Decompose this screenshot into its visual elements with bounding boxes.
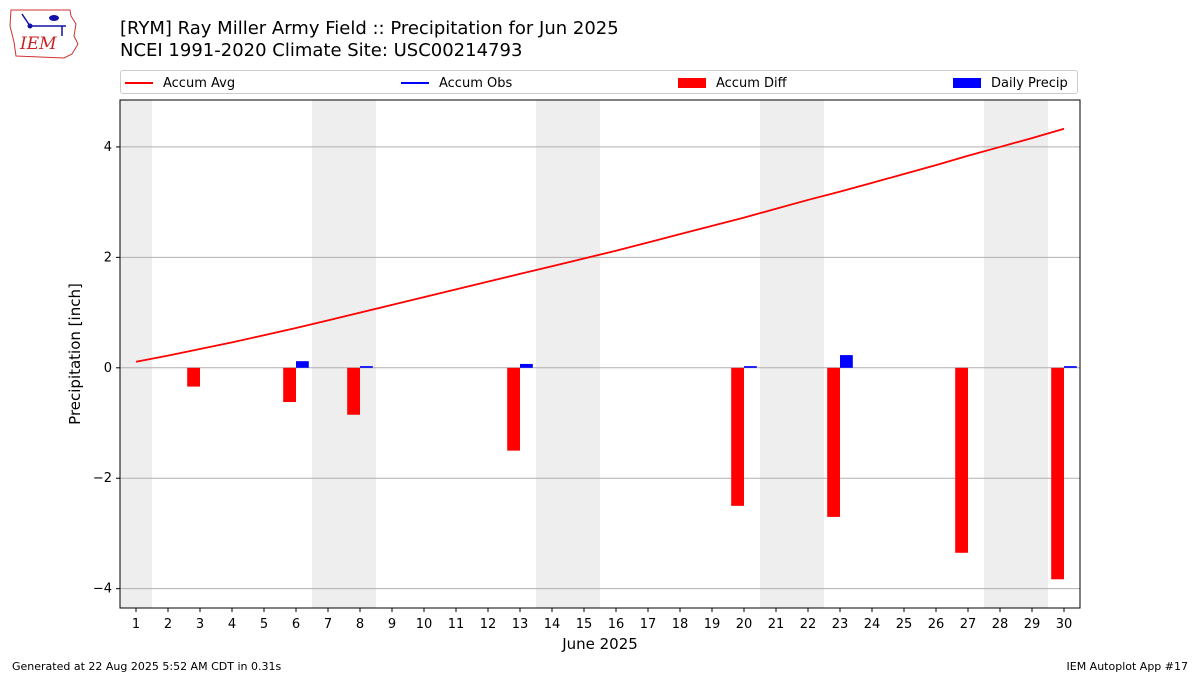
accum-diff-bar-day-3 [187,367,200,387]
daily-precip-bar-day-13 [520,363,533,368]
legend-item-accum-avg: Accum Avg [125,74,235,92]
y-tick-label-4: 4 [104,140,112,155]
x-tick-label-2: 2 [164,617,172,632]
x-tick-label-14: 14 [544,617,561,632]
y-tick-label-0: −4 [93,582,112,597]
x-tick-label-30: 30 [1056,617,1073,632]
legend-swatch-accum-avg [125,82,153,84]
weekend-shade-0 [120,100,152,608]
daily-precip-bar-day-23 [840,355,853,368]
x-tick-label-23: 23 [832,617,849,632]
accum-avg-line [135,127,1065,363]
x-tick-label-16: 16 [608,617,625,632]
y-tick-label-3: 2 [104,250,112,265]
daily-precip-bar-day-8 [360,366,373,368]
x-tick-label-9: 9 [388,617,396,632]
x-tick-label-17: 17 [640,617,657,632]
x-tick-label-6: 6 [292,617,300,632]
x-tick-label-27: 27 [960,617,977,632]
x-tick-label-18: 18 [672,617,689,632]
x-tick-label-15: 15 [576,617,593,632]
legend-label-accum-diff: Accum Diff [716,75,787,91]
x-tick-label-12: 12 [480,617,497,632]
legend-item-accum-obs: Accum Obs [401,74,512,92]
x-tick-label-20: 20 [736,617,753,632]
x-tick-label-25: 25 [896,617,913,632]
x-tick-label-3: 3 [196,617,204,632]
accum-diff-bar-day-27 [955,367,968,553]
x-tick-label-10: 10 [416,617,433,632]
x-tick-label-13: 13 [512,617,529,632]
y-tick-label-2: 0 [104,361,112,376]
x-tick-label-19: 19 [704,617,721,632]
chart-legend: Accum Avg Accum Obs Accum Diff Daily Pre… [120,70,1078,94]
legend-label-accum-avg: Accum Avg [163,75,236,91]
y-tick-label-1: −2 [93,471,112,486]
accum-diff-bar-day-20 [731,367,744,506]
x-tick-label-29: 29 [1024,617,1041,632]
chart-title: [RYM] Ray Miller Army Field :: Precipita… [120,18,619,39]
footer-generated-text: Generated at 22 Aug 2025 5:52 AM CDT in … [12,660,282,673]
x-tick-label-22: 22 [800,617,817,632]
legend-swatch-daily-precip [953,78,981,88]
x-tick-label-4: 4 [228,617,236,632]
plot-frame [119,99,1081,609]
x-tick-label-26: 26 [928,617,945,632]
legend-label-daily-precip: Daily Precip [991,75,1068,91]
weekend-shade-4 [984,100,1048,608]
legend-swatch-accum-obs [401,82,429,84]
x-tick-label-24: 24 [864,617,881,632]
x-tick-label-5: 5 [260,617,268,632]
accum-diff-bar-day-23 [827,367,840,517]
weekend-shade-1 [312,100,376,608]
legend-item-accum-diff: Accum Diff [678,74,787,92]
legend-item-daily-precip: Daily Precip [953,74,1068,92]
accum-diff-bar-day-8 [347,367,360,415]
y-axis-label: Precipitation [inch] [66,283,84,425]
x-tick-label-28: 28 [992,617,1009,632]
x-tick-label-1: 1 [132,617,140,632]
chart-subtitle: NCEI 1991-2020 Climate Site: USC00214793 [120,40,523,61]
daily-precip-bar-day-20 [744,366,757,368]
x-tick-label-21: 21 [768,617,785,632]
daily-precip-bar-day-30 [1064,366,1077,368]
daily-precip-bar-day-6 [296,361,309,368]
x-tick-label-7: 7 [324,617,332,632]
iem-logo: IEM [8,6,80,60]
footer-app-text: IEM Autoplot App #17 [1066,660,1189,673]
logo-text: IEM [19,34,57,54]
x-tick-label-8: 8 [356,617,364,632]
x-axis-label: June 2025 [561,635,638,653]
legend-swatch-accum-diff [678,78,706,88]
accum-diff-bar-day-13 [507,367,520,451]
weekend-shade-3 [760,100,824,608]
accum-diff-bar-day-6 [283,367,296,403]
x-tick-label-11: 11 [448,617,465,632]
legend-label-accum-obs: Accum Obs [439,75,513,91]
weekend-shade-2 [536,100,600,608]
accum-diff-bar-day-30 [1051,367,1064,580]
